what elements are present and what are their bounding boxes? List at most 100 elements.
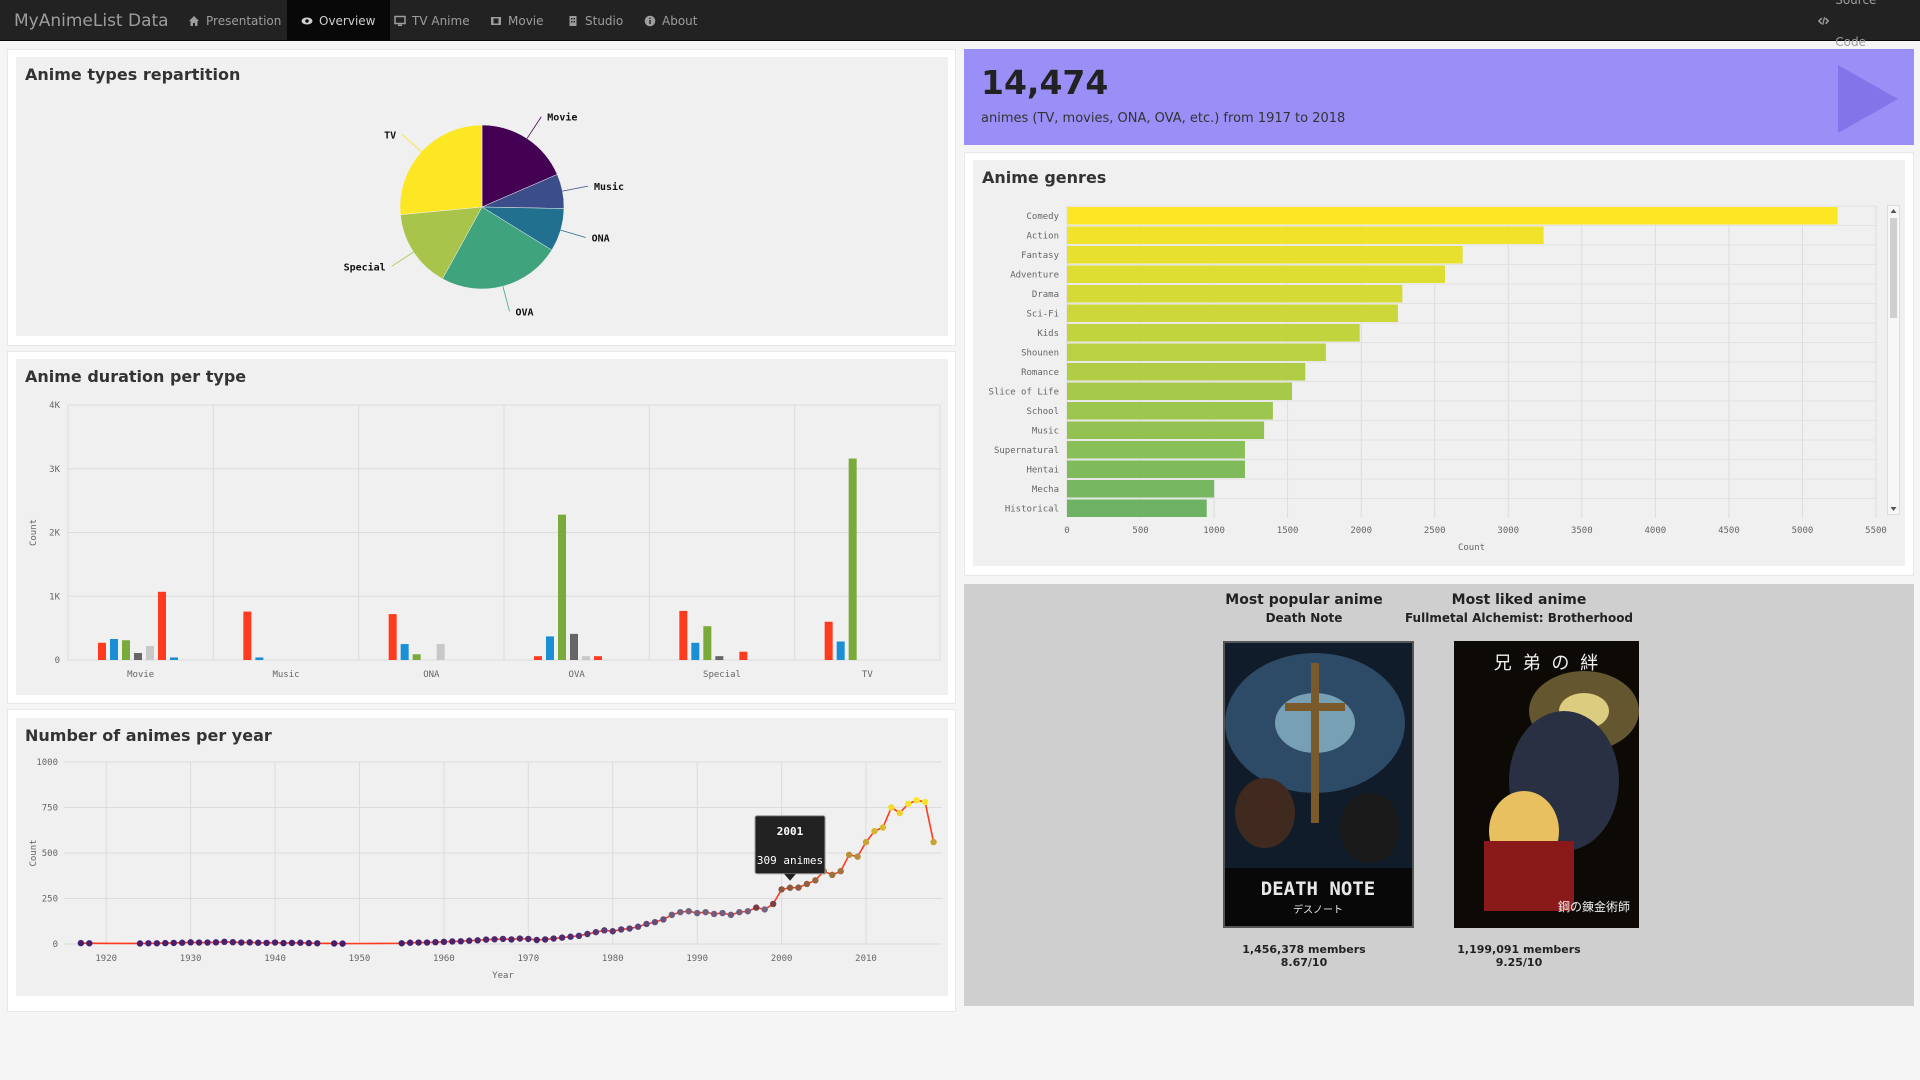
popular-poster-subtitle: デスノート	[1293, 903, 1343, 916]
popular-stats: 1,456,378 members 8.67/10	[1174, 943, 1434, 969]
year-x-tick: 1980	[602, 954, 624, 964]
year-point	[601, 927, 608, 934]
year-point	[685, 908, 692, 915]
total-value-box: 14,474 animes (TV, movies, ONA, OVA, etc…	[964, 49, 1914, 145]
eye-icon	[301, 17, 313, 24]
year-point	[609, 928, 616, 935]
duration-bar	[110, 638, 118, 660]
nav-overview[interactable]: Overview	[287, 0, 390, 41]
year-point	[736, 908, 743, 916]
nav-about[interactable]: About	[630, 0, 711, 41]
year-point	[803, 880, 811, 888]
year-point	[778, 886, 785, 893]
genres-x-tick: 0	[1064, 526, 1069, 536]
year-point	[567, 933, 574, 940]
duration-y-tick: 4K	[49, 401, 60, 411]
pie-label-ova: OVA	[516, 307, 534, 318]
year-point	[930, 838, 937, 846]
nav-source-code[interactable]: Source Code	[1804, 0, 1920, 49]
play-icon	[1838, 65, 1898, 133]
year-point	[626, 925, 633, 932]
genres-y-tick: Music	[1032, 426, 1059, 436]
pie-leader-ona	[560, 229, 586, 238]
year-x-tick: 1930	[180, 954, 202, 964]
year-point	[288, 939, 296, 947]
fma-poster-art: 兄 弟 の 絆 鋼の錬金術師	[1454, 641, 1639, 928]
year-x-tick: 1960	[433, 954, 455, 964]
duration-bar	[691, 642, 700, 660]
year-point	[921, 798, 929, 806]
year-point	[862, 838, 870, 846]
genres-y-tick: Comedy	[1026, 212, 1059, 222]
genres-y-tick: Shounen	[1021, 348, 1059, 358]
year-point	[229, 938, 237, 946]
year-x-tick: 2010	[855, 954, 877, 964]
nav-source-code-label: Source Code	[1835, 0, 1876, 49]
year-x-tick: 2000	[771, 954, 793, 964]
year-point	[449, 938, 456, 945]
nav-studio[interactable]: Studio	[553, 0, 637, 41]
year-point	[896, 809, 903, 817]
liked-poster-title: 兄 弟 の 絆	[1494, 653, 1599, 674]
year-point	[339, 940, 346, 947]
year-point	[829, 871, 836, 879]
genres-bar	[1067, 207, 1838, 225]
year-point	[432, 938, 439, 946]
year-point	[221, 938, 228, 946]
year-x-tick: 1990	[686, 954, 708, 964]
duration-bar	[98, 642, 106, 660]
favorites-card: Most popular anime Death Note DEATH NOTE…	[964, 584, 1914, 1006]
liked-stats: 1,199,091 members 9.25/10	[1384, 943, 1654, 969]
genres-bar	[1067, 226, 1544, 244]
popular-poster[interactable]: DEATH NOTE デスノート	[1223, 641, 1414, 928]
liked-poster[interactable]: 兄 弟 の 絆 鋼の錬金術師	[1454, 641, 1639, 928]
total-subtitle: animes (TV, movies, ONA, OVA, etc.) from…	[981, 111, 1346, 126]
nav-presentation[interactable]: Presentation	[174, 0, 295, 41]
genres-scrollbar-thumb[interactable]	[1890, 218, 1897, 318]
year-tooltip-value: 309 animes	[757, 854, 823, 867]
genres-y-tick: Hentai	[1026, 465, 1059, 475]
year-point	[719, 909, 726, 917]
genres-x-tick: 1500	[1277, 526, 1299, 536]
year-y-tick: 250	[42, 895, 58, 905]
year-point	[254, 939, 262, 946]
genres-x-label: Count	[1458, 543, 1485, 553]
genres-bar	[1067, 246, 1463, 264]
year-point	[271, 939, 279, 946]
year-point	[145, 940, 152, 947]
year-point	[888, 804, 895, 811]
liked-score: 9.25/10	[1495, 956, 1543, 969]
genres-x-tick: 5000	[1792, 526, 1814, 536]
duration-bar	[158, 591, 166, 660]
year-point	[854, 853, 861, 860]
genres-y-tick: Slice of Life	[989, 387, 1059, 397]
year-point	[204, 939, 211, 946]
nav-movie-label: Movie	[508, 13, 544, 28]
genres-x-tick: 500	[1132, 526, 1148, 536]
genres-x-tick: 4000	[1645, 526, 1667, 536]
year-point	[550, 935, 557, 942]
genres-bar	[1067, 343, 1326, 361]
year-point	[263, 939, 270, 947]
death-note-poster-art: DEATH NOTE デスノート	[1225, 643, 1412, 926]
year-point	[482, 936, 490, 943]
nav-tv-anime[interactable]: TV Anime	[380, 0, 484, 41]
duration-y-tick: 2K	[49, 529, 60, 539]
pie-leader-ova	[502, 286, 510, 312]
duration-bar-chart: 0 1K 2K 3K 4K Count Movie Music ONA OVA Special TV	[29, 401, 941, 680]
genres-bar	[1067, 402, 1273, 420]
duration-bar	[848, 458, 857, 660]
nav-movie[interactable]: Movie	[476, 0, 558, 41]
year-point	[305, 939, 313, 947]
duration-bar	[679, 610, 688, 660]
genres-y-tick: Sci-Fi	[1026, 309, 1059, 319]
year-y-tick: 0	[53, 940, 58, 950]
scroll-down-icon[interactable]	[1889, 505, 1898, 513]
year-point	[584, 930, 591, 938]
duration-bar	[412, 654, 421, 660]
year-tooltip-arrow	[784, 873, 797, 881]
year-point	[491, 936, 498, 943]
brand-title[interactable]: MyAnimeList Data	[14, 11, 169, 31]
genres-scrollbar[interactable]	[1887, 205, 1900, 515]
scroll-up-icon[interactable]	[1889, 207, 1898, 215]
